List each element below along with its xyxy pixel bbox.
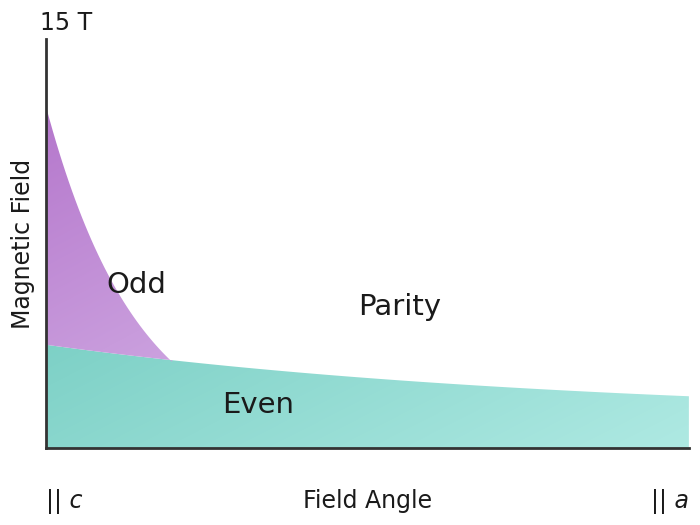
Text: 15 T: 15 T xyxy=(40,11,92,35)
Text: Odd: Odd xyxy=(106,271,166,299)
Text: Even: Even xyxy=(223,391,294,419)
Text: Parity: Parity xyxy=(358,292,441,321)
Y-axis label: Magnetic Field: Magnetic Field xyxy=(11,159,35,329)
Text: || a: || a xyxy=(651,489,689,514)
Text: || c: || c xyxy=(46,489,83,514)
Text: Field Angle: Field Angle xyxy=(303,489,432,513)
